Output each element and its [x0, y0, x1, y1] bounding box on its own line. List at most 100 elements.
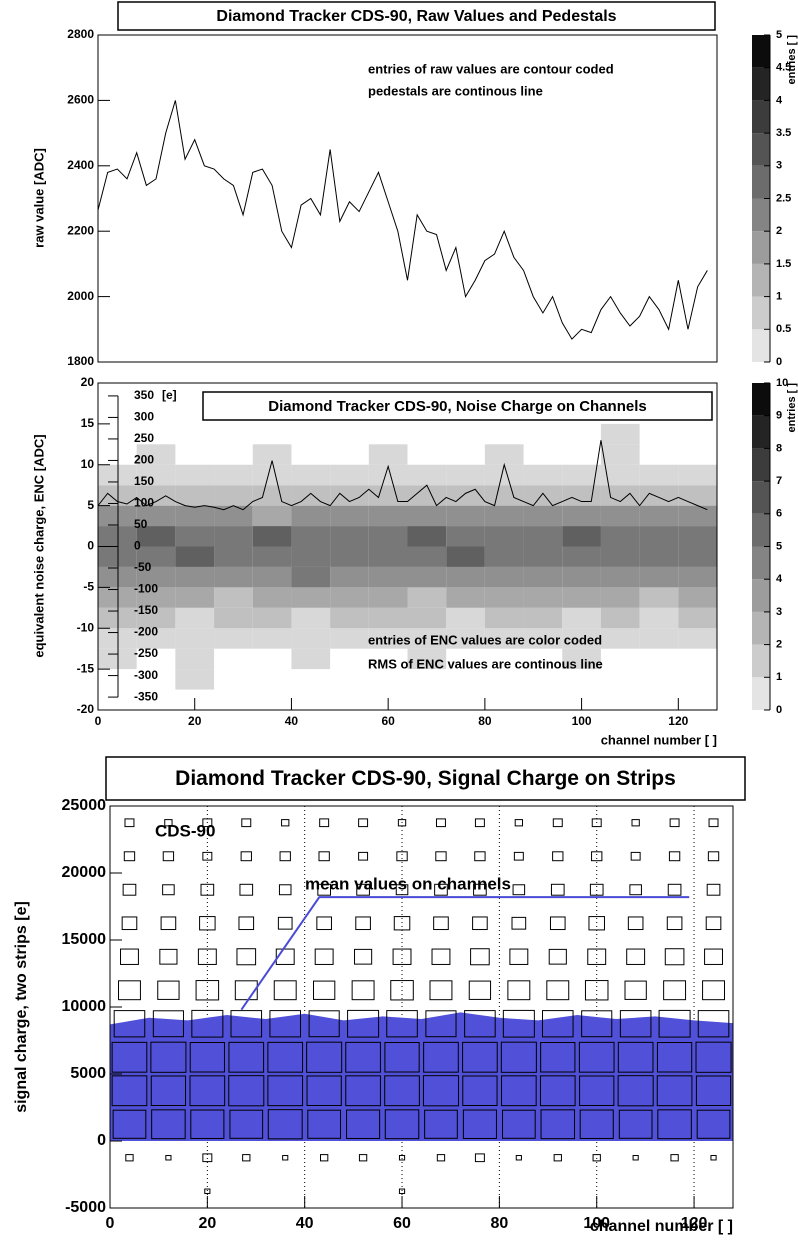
annotation: mean values on channels [305, 874, 511, 893]
count-box [501, 1075, 537, 1107]
annotation: pedestals are continous line [368, 83, 543, 98]
count-box [316, 916, 332, 931]
colorbar-step [752, 296, 770, 330]
colorbar-step [752, 611, 770, 645]
heat-cell [330, 505, 369, 527]
count-box [627, 916, 644, 931]
heat-cell [291, 485, 331, 506]
colorbar-tick-label: 2 [776, 639, 782, 651]
count-box [384, 1042, 420, 1073]
count-box [578, 1041, 615, 1073]
count-box [436, 1154, 446, 1162]
heat-cell [291, 566, 331, 588]
count-box [511, 916, 527, 930]
heat-cell [252, 628, 292, 649]
colorbar-tick-label: 7 [776, 475, 782, 487]
heat-cell [214, 607, 253, 629]
annotation: RMS of ENC values are continous line [368, 656, 603, 671]
count-box [242, 1154, 251, 1162]
count-box [386, 1010, 418, 1038]
count-box [162, 884, 175, 896]
count-box [657, 1109, 692, 1140]
count-box [710, 1155, 717, 1161]
heat-cell [136, 546, 176, 567]
heat-cell [175, 505, 215, 527]
count-box [278, 884, 292, 896]
panel: 1800 2000 2200 2400 2600 2800 0 0.5 1 1.5 2 2.5 3 3.5… [31, 1, 798, 368]
heat-cell [407, 485, 447, 506]
y-tick-label: 20 [81, 375, 95, 389]
count-box [397, 819, 407, 827]
count-box [664, 948, 685, 966]
count-box [113, 1010, 146, 1038]
x-tick-label: 40 [285, 714, 299, 728]
heat-cell [291, 505, 331, 527]
heat-cell [330, 587, 369, 608]
chart-title: Diamond Tracker CDS-90, Signal Charge on… [175, 767, 676, 790]
x-tick-label: 120 [668, 714, 688, 728]
colorbar-tick-label: 0.5 [776, 323, 791, 335]
heat-cell [484, 628, 524, 649]
heat-cell [136, 444, 176, 465]
heat-cell [175, 485, 215, 506]
heat-cell [600, 587, 640, 608]
count-box [202, 818, 213, 828]
heat-cell [446, 566, 485, 588]
heat-cell [136, 485, 176, 506]
heat-cell [291, 587, 331, 608]
count-box [696, 1109, 731, 1139]
colorbar-step [752, 448, 770, 482]
count-box [474, 1153, 485, 1163]
y-tick-label: 0 [87, 539, 94, 553]
count-box [552, 851, 564, 862]
y2-tick-label: 200 [134, 453, 154, 467]
heat-cell [214, 566, 253, 588]
colorbar-tick-label: 2 [776, 225, 782, 237]
count-box [230, 1010, 263, 1038]
heat-cell [523, 464, 563, 486]
count-box [462, 1041, 498, 1073]
count-box [550, 883, 565, 896]
x-tick-label: 0 [95, 714, 102, 728]
colorbar-tick-label: 10 [776, 377, 788, 389]
count-box [313, 980, 336, 1000]
y2-tick-label: -200 [134, 625, 158, 639]
count-box [165, 1155, 172, 1161]
count-box [579, 1075, 615, 1106]
heat-cell [639, 505, 679, 527]
count-box [468, 980, 492, 1000]
heat-cell [600, 628, 640, 649]
heat-cell [678, 546, 717, 567]
count-box [507, 980, 531, 1001]
count-box [472, 916, 488, 931]
heat-cell [175, 546, 215, 567]
x-axis-label: channel number [ ] [601, 732, 717, 747]
colorbar-step [752, 133, 770, 166]
count-box [422, 1075, 459, 1107]
count-box [228, 1075, 265, 1107]
count-box [631, 819, 640, 827]
colorbar-step [752, 329, 770, 362]
count-box [384, 1075, 420, 1107]
heat-cell [562, 607, 601, 629]
colorbar-step [752, 513, 770, 547]
count-box [347, 1009, 380, 1038]
count-box [118, 980, 141, 1001]
heat-cell [446, 628, 485, 649]
heat-cell [523, 546, 563, 567]
heat-cell [446, 485, 485, 506]
heat-cell [446, 546, 485, 567]
colorbar-tick-label: 9 [776, 410, 782, 422]
count-box [474, 818, 485, 828]
count-box [541, 1010, 574, 1038]
x-tick-label: 80 [478, 714, 492, 728]
plot-border [97, 34, 718, 363]
count-box [281, 819, 290, 827]
heat-cell [407, 587, 447, 608]
heat-cell [330, 526, 369, 547]
heat-cell [562, 566, 601, 588]
colorbar-tick-label: 0 [776, 704, 782, 716]
heat-cell [175, 607, 215, 629]
count-box [670, 1154, 679, 1162]
